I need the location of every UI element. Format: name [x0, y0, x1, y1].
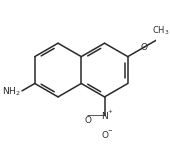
Text: O: O [84, 116, 91, 125]
Text: +: + [108, 109, 112, 114]
Text: NH$_2$: NH$_2$ [2, 85, 21, 98]
Text: O: O [141, 43, 148, 52]
Text: −: − [107, 128, 112, 133]
Text: CH$_3$: CH$_3$ [152, 25, 170, 37]
Text: O: O [101, 131, 108, 140]
Text: N: N [101, 112, 108, 121]
